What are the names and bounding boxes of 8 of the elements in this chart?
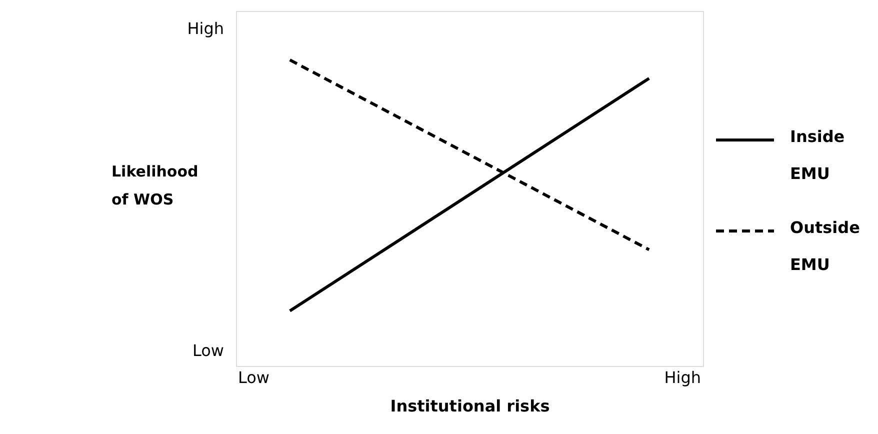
legend-label: Inside EMU xyxy=(790,127,845,183)
x-axis-title: Institutional risks xyxy=(390,396,550,416)
text: Low xyxy=(238,368,270,387)
text: High xyxy=(187,19,224,38)
y-axis-title: Likelihood of WOS xyxy=(112,162,198,208)
text: High xyxy=(664,368,701,387)
legend-label: Outside EMU xyxy=(790,218,860,274)
text: Low xyxy=(192,341,224,360)
